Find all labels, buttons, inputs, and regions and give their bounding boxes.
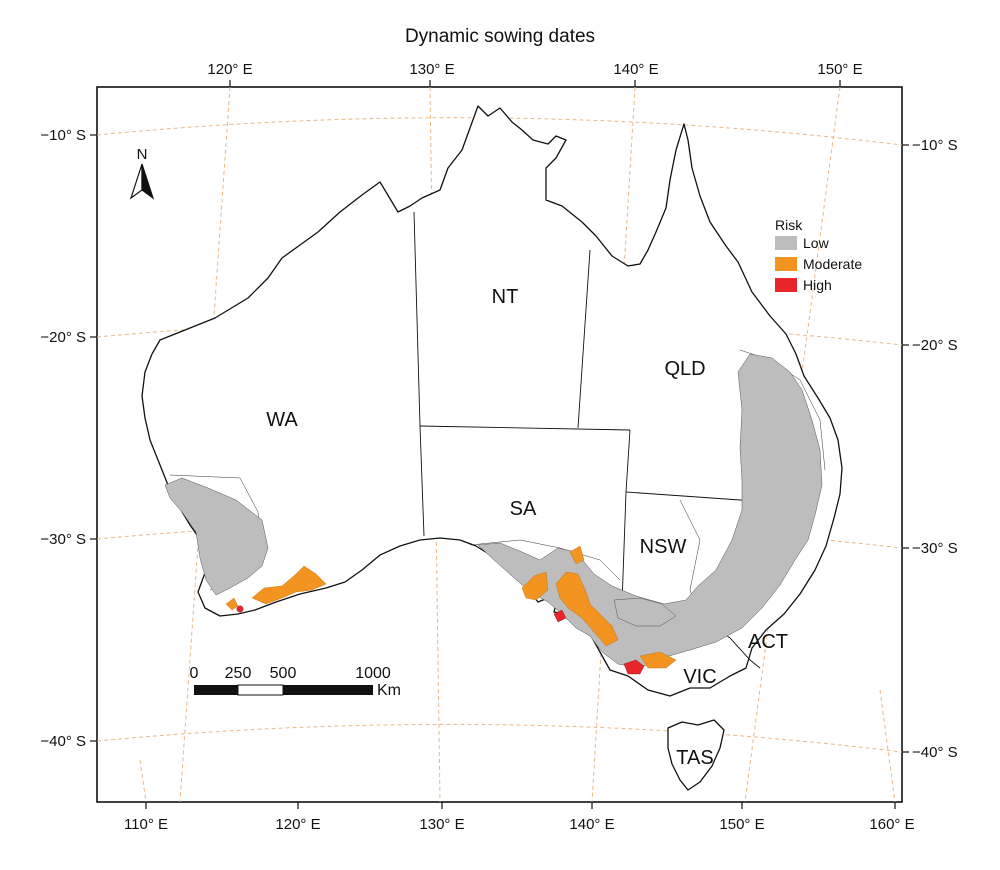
scale-bar: 0 250 500 1000 Km (190, 665, 401, 699)
top-lon-label-130: 130° E (409, 61, 454, 78)
top-lon-label-120: 120° E (207, 61, 252, 78)
scale-label-1000: 1000 (355, 665, 391, 682)
risk-moderate-regions (225, 545, 677, 669)
moderate-region-sa-south (555, 571, 619, 647)
state-label-vic: VIC (683, 666, 716, 688)
bottom-lon-label-110: 110° E (124, 816, 168, 833)
scale-segment-2 (237, 684, 284, 696)
bottom-lon-label-150: 150° E (719, 816, 764, 833)
right-latitude-labels: −10° S −20° S −30° S −40° S (912, 137, 958, 761)
top-longitude-labels: 120° E 130° E 140° E 150° E (207, 61, 862, 78)
graticule-lon-160 (879, 689, 896, 803)
moderate-region-yorke-north (569, 545, 585, 565)
legend: Risk Low Moderate High (775, 217, 862, 293)
north-arrow-label: N (137, 146, 148, 163)
scale-label-0: 0 (190, 665, 199, 682)
high-region-sa (553, 609, 567, 623)
legend-label-high: High (803, 277, 832, 293)
left-lat-label-40: −40° S (40, 733, 86, 750)
low-region-murray (613, 597, 677, 627)
left-latitude-labels: −10° S −20° S −30° S −40° S (40, 127, 86, 750)
bottom-longitude-labels: 110° E 120° E 130° E 140° E 150° E 160° … (124, 816, 915, 833)
legend-label-low: Low (803, 235, 830, 251)
bottom-lon-label-140: 140° E (569, 816, 614, 833)
left-lat-label-10: −10° S (40, 127, 86, 144)
north-arrow-right-half (141, 163, 155, 200)
legend-swatch-high (775, 278, 797, 292)
bottom-lon-label-130: 130° E (419, 816, 464, 833)
graticule-lon-110 (139, 759, 147, 803)
bottom-lon-label-160: 160° E (869, 816, 914, 833)
right-lat-label-10: −10° S (912, 137, 958, 154)
scale-segment-3 (283, 685, 373, 695)
state-labels: WA NT QLD SA NSW ACT VIC TAS (266, 286, 788, 769)
bottom-lon-label-120: 120° E (275, 816, 320, 833)
high-region-wa (236, 605, 244, 613)
state-label-nsw: NSW (640, 536, 687, 558)
scale-segment-1 (194, 685, 238, 695)
scale-label-500: 500 (270, 665, 297, 682)
low-region-wa (164, 477, 269, 596)
nt-qld-border (577, 249, 591, 429)
right-lat-label-20: −20° S (912, 337, 958, 354)
state-label-act: ACT (748, 631, 788, 653)
scale-unit: Km (377, 682, 401, 699)
nt-sa-border (419, 425, 631, 431)
north-arrow-left-half (129, 163, 143, 200)
moderate-region-wa-south (251, 565, 327, 605)
state-label-nt: NT (492, 286, 519, 308)
left-lat-label-20: −20° S (40, 329, 86, 346)
top-lon-label-150: 150° E (817, 61, 862, 78)
moderate-region-vic-west (639, 651, 677, 669)
right-lat-label-30: −30° S (912, 540, 958, 557)
left-lat-label-30: −30° S (40, 531, 86, 548)
map-frame (96, 86, 903, 803)
moderate-region-eyre (521, 571, 549, 601)
north-arrow: N (129, 146, 155, 200)
high-region-vic (623, 659, 645, 675)
state-label-qld: QLD (664, 358, 705, 380)
legend-label-moderate: Moderate (803, 256, 862, 272)
graticule-lat-40 (96, 723, 903, 753)
risk-high-regions (236, 605, 645, 675)
scale-label-250: 250 (225, 665, 252, 682)
moderate-region-wa-albany (225, 597, 239, 611)
state-label-wa: WA (266, 409, 298, 431)
right-lat-label-40: −40° S (912, 744, 958, 761)
legend-title: Risk (775, 217, 803, 233)
state-label-tas: TAS (676, 747, 713, 769)
australia-mainland (141, 105, 843, 697)
tick-marks (90, 80, 909, 809)
legend-swatch-moderate (775, 257, 797, 271)
map-title: Dynamic sowing dates (404, 26, 596, 47)
top-lon-label-140: 140° E (613, 61, 658, 78)
tasmania (667, 719, 725, 791)
state-label-sa: SA (510, 498, 537, 520)
legend-swatch-low (775, 236, 797, 250)
